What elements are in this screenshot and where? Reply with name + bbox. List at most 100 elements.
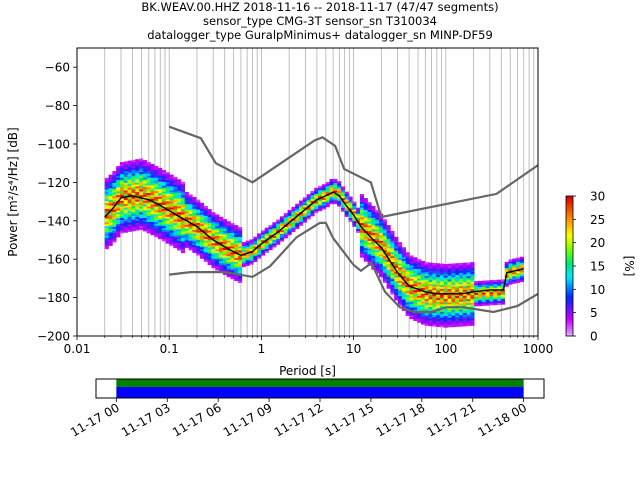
heatmap-cell [428, 277, 433, 281]
heatmap-cell [119, 179, 125, 182]
heatmap-cell [211, 244, 216, 248]
heatmap-cell [219, 255, 224, 258]
heatmap-cell [222, 251, 227, 254]
heatmap-cell [173, 230, 178, 233]
heatmap-cell [180, 181, 186, 184]
heatmap-cell [203, 248, 208, 251]
heatmap-cell [390, 278, 395, 282]
heatmap-cell [203, 217, 208, 220]
heatmap-cell [146, 179, 151, 182]
heatmap-cell [417, 312, 422, 316]
heatmap-cell [428, 323, 433, 327]
heatmap-cell [234, 244, 239, 247]
heatmap-cell [219, 262, 224, 266]
heatmap-cell [112, 180, 117, 183]
heatmap-cell [180, 208, 186, 211]
heatmap-cell [386, 259, 391, 262]
heatmap-cell [428, 262, 433, 265]
heatmap-cell [245, 263, 250, 266]
heatmap-cell [253, 257, 258, 261]
heatmap-cell [150, 165, 155, 169]
heatmap-cell [398, 303, 403, 306]
heatmap-cell [169, 180, 174, 183]
heatmap-cell [131, 182, 136, 186]
heatmap-cell [180, 195, 186, 198]
heatmap-cell [196, 234, 201, 237]
heatmap-cell [116, 210, 121, 213]
heatmap-cell [146, 215, 151, 219]
heatmap-cell [295, 226, 300, 229]
heatmap-cell [398, 286, 403, 289]
heatmap-cell [158, 206, 163, 209]
heatmap-cell [295, 217, 300, 220]
heatmap-cell [424, 277, 429, 280]
heatmap-cell [413, 280, 418, 283]
heatmap-cell [158, 167, 163, 171]
heatmap-cell [512, 262, 517, 265]
heatmap-cell [363, 213, 368, 216]
heatmap-cell [291, 220, 296, 223]
heatmap-cell [116, 187, 121, 190]
heatmap-cell [272, 239, 277, 242]
heatmap-cell [310, 194, 315, 198]
heatmap-cell [196, 247, 201, 250]
heatmap-cell [375, 265, 380, 268]
heatmap-cell [458, 280, 464, 283]
heatmap-cell [401, 266, 406, 269]
heatmap-cell [451, 303, 456, 307]
heatmap-cell [470, 298, 475, 301]
colorbar-segment [566, 200, 573, 204]
heatmap-cell [135, 170, 140, 173]
heatmap-cell [211, 235, 216, 238]
heatmap-cell [142, 206, 147, 209]
heatmap-cell [310, 204, 315, 207]
heatmap-cell [230, 267, 235, 270]
heatmap-cell [512, 279, 517, 282]
heatmap-cell [150, 173, 155, 176]
heatmap-cell [127, 177, 132, 181]
heatmap-cell [165, 226, 170, 229]
heatmap-cell [344, 210, 349, 214]
colorbar-segment [566, 219, 573, 223]
heatmap-cell [455, 316, 460, 320]
heatmap-cell [409, 259, 414, 262]
heatmap-cell [135, 193, 140, 196]
heatmap-cell [371, 205, 376, 209]
heatmap-cell [196, 213, 201, 216]
heatmap-cell [398, 253, 403, 256]
heatmap-cell [139, 223, 144, 226]
heatmap-cell [241, 257, 246, 260]
heatmap-cell [123, 215, 128, 218]
heatmap-cell [455, 265, 460, 268]
heatmap-cell [165, 210, 170, 213]
heatmap-cell [264, 241, 269, 244]
heatmap-cell [180, 222, 186, 225]
heatmap-cell [291, 226, 296, 229]
heatmap-cell [150, 227, 155, 230]
heatmap-cell [135, 168, 140, 172]
heatmap-cell [474, 288, 479, 292]
heatmap-cell [116, 175, 121, 178]
heatmap-cell [458, 295, 464, 298]
heatmap-cell [447, 311, 452, 314]
heatmap-cell [394, 273, 399, 276]
heatmap-cell [519, 277, 525, 281]
heatmap-cell [253, 242, 258, 245]
heatmap-cell [230, 244, 235, 247]
heatmap-cell [436, 313, 441, 316]
heatmap-cell [158, 208, 163, 211]
heatmap-cell [245, 246, 250, 249]
heatmap-cell [344, 208, 349, 212]
heatmap-cell [295, 211, 300, 214]
heatmap-cell [420, 295, 425, 298]
heatmap-cell [390, 275, 395, 278]
heatmap-cell [215, 222, 220, 225]
heatmap-cell [378, 267, 384, 270]
heatmap-cell [409, 291, 414, 295]
heatmap-cell [104, 195, 109, 198]
heatmap-cell [108, 213, 113, 216]
heatmap-cell [150, 213, 155, 217]
heatmap-cell [378, 269, 384, 272]
heatmap-cell [398, 263, 403, 266]
heatmap-cell [188, 204, 193, 207]
